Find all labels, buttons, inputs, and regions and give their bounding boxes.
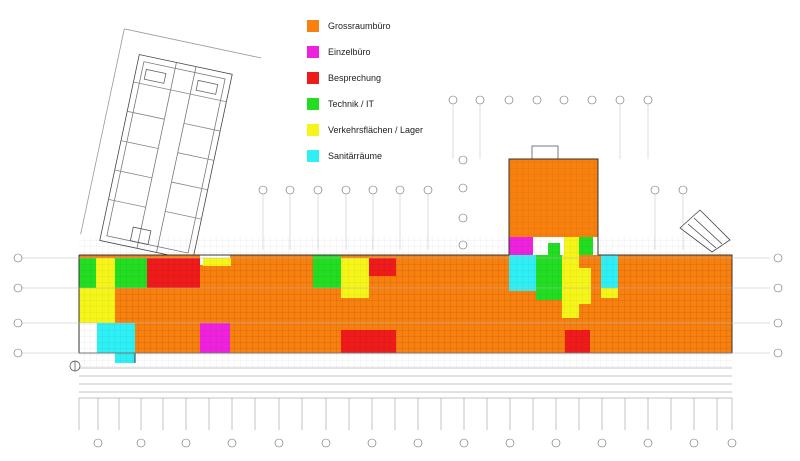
zone-technik-3: [313, 255, 341, 288]
zone-sanitaer-4: [601, 255, 618, 288]
legend-item-besprechung: Besprechung: [307, 70, 381, 86]
zone-einzel-1: [200, 323, 230, 353]
legend-label: Einzelbüro: [328, 47, 371, 57]
zone-verkehr-4: [203, 258, 231, 266]
zone-besprechung-4: [565, 330, 590, 353]
zone-technik-1: [79, 258, 96, 288]
swatch-grossraum: [307, 20, 319, 32]
legend-item-verkehr: Verkehrsflächen / Lager: [307, 122, 423, 138]
legend-label: Technik / IT: [328, 99, 375, 109]
zone-besprechung-2: [369, 258, 396, 276]
axis-markers-top: [258, 95, 688, 195]
swatch-einzel: [307, 46, 319, 58]
legend-item-sanitaer: Sanitärräume: [307, 148, 382, 164]
legend-label: Sanitärräume: [328, 151, 383, 161]
zone-verkehr-1: [96, 258, 115, 323]
swatch-verkehr: [307, 124, 319, 136]
legend-item-einzel: Einzelbüro: [307, 44, 371, 60]
legend-label: Grossraumbüro: [328, 21, 391, 31]
zone-verkehr-2: [79, 288, 96, 323]
zone-sanitaer-1: [97, 323, 115, 353]
zone-einzel-2: [509, 237, 533, 255]
zone-technik-5: [548, 243, 560, 255]
zone-sanitaer-2: [115, 323, 135, 363]
stair-element: [679, 209, 731, 253]
swatch-sanitaer: [307, 150, 319, 162]
zone-verkehr-5: [562, 255, 579, 318]
legend-item-grossraum: Grossraumbüro: [307, 18, 391, 34]
dimension-lines: [78, 367, 733, 430]
north-arrow-icon: [69, 360, 81, 372]
swatch-besprechung: [307, 72, 319, 84]
swatch-technik: [307, 98, 319, 110]
grid-lines: [20, 257, 770, 354]
annex-building: [80, 28, 262, 261]
zone-sanitaer-3: [509, 255, 536, 291]
axis-markers-sides: [13, 155, 783, 358]
zone-verkehr-3: [341, 258, 369, 298]
zone-besprechung-3: [341, 330, 396, 353]
zone-technik-2: [115, 258, 147, 288]
zone-verkehr-8: [601, 288, 618, 298]
zone-technik-6: [579, 237, 593, 255]
legend-label: Verkehrsflächen / Lager: [328, 125, 424, 135]
legend-item-technik: Technik / IT: [307, 96, 374, 112]
legend-label: Besprechung: [328, 73, 382, 83]
zone-technik-4: [536, 255, 562, 300]
zone-verkehr-6: [564, 237, 579, 255]
zone-verkehr-7: [579, 268, 591, 304]
zone-besprechung-1: [147, 258, 200, 288]
axis-markers-bottom: [93, 438, 737, 448]
